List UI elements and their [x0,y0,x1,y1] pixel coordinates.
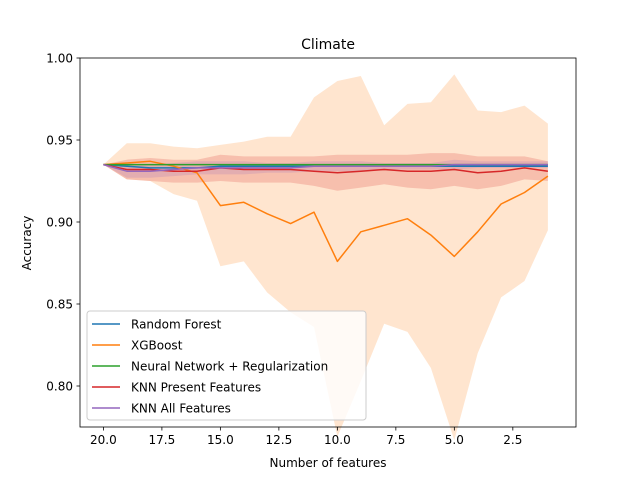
legend-label: Neural Network + Regularization [131,359,328,373]
legend-label: XGBoost [131,338,183,352]
x-tick-label: 10.0 [324,433,351,447]
legend-label: Random Forest [131,317,222,331]
x-tick-label: 15.0 [207,433,234,447]
legend-label: KNN Present Features [131,380,261,394]
x-tick-label: 20.0 [90,433,117,447]
x-tick-label: 5.0 [445,433,464,447]
x-tick-label: 17.5 [149,433,176,447]
y-tick-label: 0.85 [46,297,73,311]
series-lines [103,160,549,263]
y-axis-label: Accuracy [20,216,34,271]
x-axis-ticks: 20.0 17.5 15.0 12.5 10.0 7.5 5.0 2.5 [90,427,522,447]
y-tick-label: 1.00 [46,51,73,65]
y-tick-label: 0.95 [46,133,73,147]
legend: Random Forest XGBoost Neural Network + Reg… [86,310,367,421]
legend-label: KNN All Features [131,401,231,415]
y-tick-label: 0.90 [46,215,73,229]
x-tick-label: 2.5 [503,433,522,447]
knn-all-features-line [103,163,548,172]
y-axis-ticks: 0.80 0.85 0.90 0.95 1.00 [46,51,80,393]
legend-box [86,310,367,421]
axes-frame [79,57,577,428]
xgboost-line [103,160,549,263]
x-tick-label: 12.5 [266,433,293,447]
chart-title: Climate [301,37,355,53]
x-tick-label: 7.5 [386,433,405,447]
y-tick-label: 0.80 [46,379,73,393]
knn-present-features-line [103,163,549,174]
x-axis-label: Number of features [270,456,387,470]
